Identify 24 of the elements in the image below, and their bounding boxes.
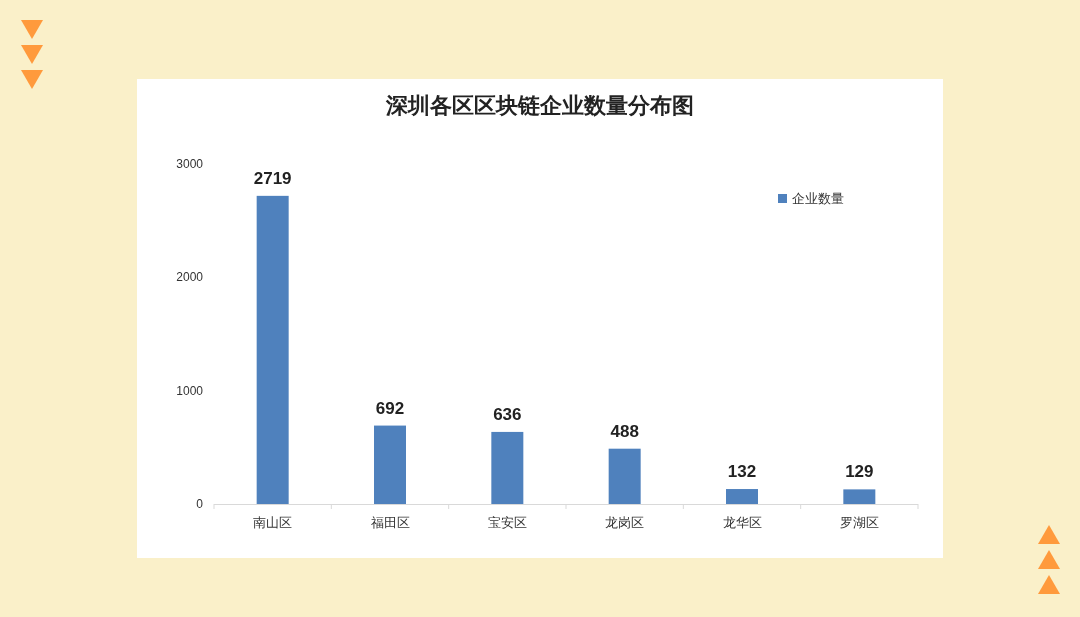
x-tick-label: 罗湖区 [839, 515, 879, 530]
data-label: 692 [375, 398, 405, 418]
bar [726, 489, 758, 504]
chart-title: 深圳各区区块链企业数量分布图 [385, 93, 694, 118]
legend-label: 企业数量 [792, 191, 844, 206]
x-tick-label: 龙华区 [722, 515, 762, 530]
data-label: 129 [845, 462, 874, 482]
bar [374, 425, 406, 504]
x-tick-label: 龙岗区 [605, 515, 645, 530]
x-tick-label: 宝安区 [487, 515, 527, 530]
data-label: 2719 [253, 168, 292, 188]
y-tick-label: 3000 [176, 157, 204, 171]
x-tick-label: 福田区 [370, 515, 410, 530]
bar [256, 195, 289, 504]
data-label: 636 [493, 404, 522, 424]
bar [843, 489, 876, 504]
y-tick-label: 2000 [176, 270, 204, 285]
y-tick-label: 1000 [176, 383, 204, 398]
bar [608, 448, 641, 504]
y-tick-label: 0 [196, 497, 204, 511]
x-tick-label: 南山区 [253, 515, 293, 530]
data-label: 488 [610, 421, 639, 441]
bar [491, 431, 524, 504]
data-label: 132 [727, 462, 757, 482]
